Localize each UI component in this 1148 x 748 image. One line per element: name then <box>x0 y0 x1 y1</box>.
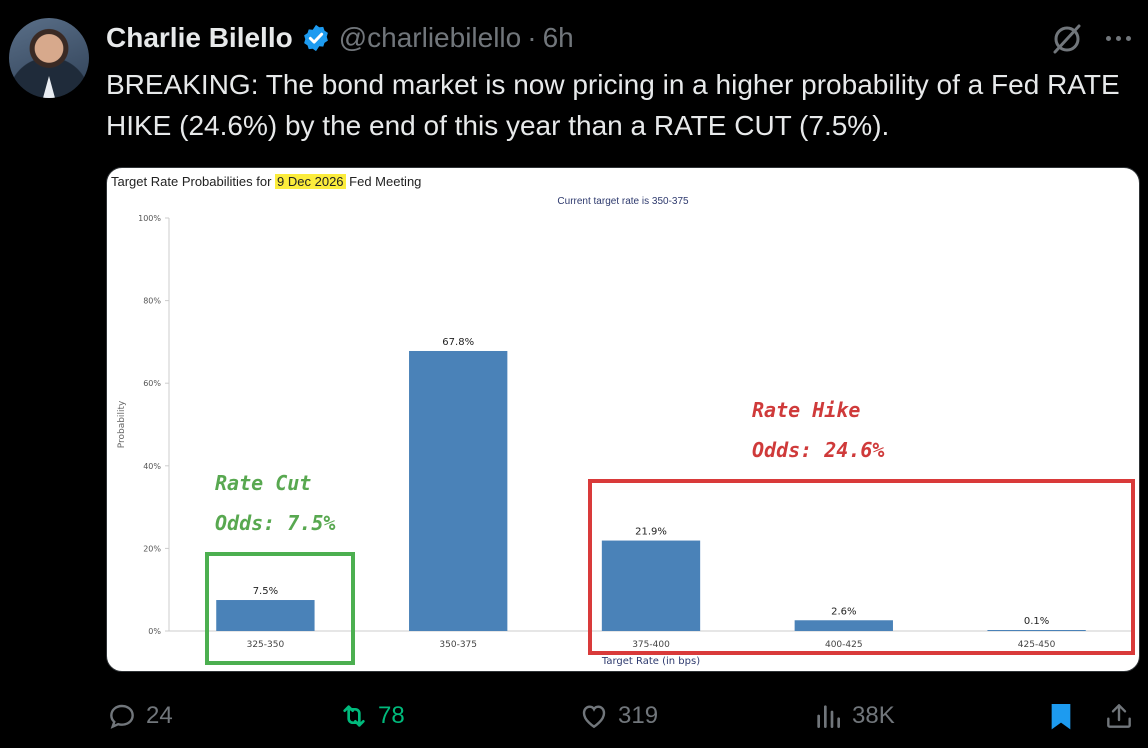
data-label: 67.8% <box>442 337 474 348</box>
x-tick-label: 350-375 <box>439 640 477 650</box>
views-icon <box>817 705 840 728</box>
y-tick-label: 40% <box>143 462 161 471</box>
rate-hike-annotation: Rate Hike Odds: 24.6% <box>752 390 884 470</box>
reply-button[interactable]: 24 <box>106 700 173 732</box>
bar-350-375 <box>409 350 508 631</box>
retweet-count: 78 <box>378 702 405 729</box>
y-tick-label: 80% <box>143 297 161 306</box>
bar-425-450 <box>987 630 1086 631</box>
data-label: 21.9% <box>635 527 667 538</box>
data-label: 2.6% <box>831 606 856 617</box>
y-tick-label: 20% <box>143 544 161 553</box>
x-axis-label: Target Rate (in bps) <box>601 656 700 667</box>
x-tick-label: 400-425 <box>825 640 863 650</box>
grok-icon[interactable] <box>1050 22 1084 56</box>
like-count: 319 <box>618 702 659 729</box>
chart-title-date: 9 Dec 2026 <box>275 174 346 189</box>
reply-icon <box>110 704 134 729</box>
separator: · <box>527 22 537 53</box>
chart-title-suffix: Fed Meeting <box>345 174 422 189</box>
y-axis-label: Probability <box>117 400 127 448</box>
bar-375-400 <box>601 540 701 631</box>
tweet-text: BREAKING: The bond market is now pricing… <box>106 69 1120 141</box>
rate-hike-box <box>588 479 1135 655</box>
y-tick-label: 100% <box>138 214 161 223</box>
data-label: 0.1% <box>1024 616 1049 627</box>
y-tick-label: 60% <box>143 379 161 388</box>
avatar[interactable] <box>9 18 89 98</box>
retweet-icon <box>343 705 365 727</box>
x-tick-label: 375-400 <box>632 640 670 650</box>
share-icon <box>1107 704 1131 728</box>
x-tick-label: 325-350 <box>247 640 285 650</box>
chart-title-prefix: Target Rate Probabilities for <box>111 174 276 189</box>
share-button[interactable] <box>1103 700 1135 732</box>
chart-title: Target Rate Probabilities for 9 Dec 2026… <box>111 174 421 189</box>
tweet-header: Charlie Bilello @charliebilello · 6h <box>106 20 574 56</box>
tweet-actions: 24 78 319 38K <box>0 700 1148 740</box>
bookmark-icon <box>1051 704 1071 730</box>
rate-hike-odds: Odds: 24.6% <box>752 438 885 462</box>
bookmark-button[interactable] <box>1045 700 1077 732</box>
bar-325-350 <box>216 600 315 631</box>
more-icon[interactable] <box>1106 36 1131 41</box>
y-tick-label: 0% <box>148 627 161 636</box>
rate-cut-label: Rate Cut <box>215 471 312 495</box>
like-icon <box>582 705 606 729</box>
rate-cut-box <box>205 552 355 665</box>
bar-400-425 <box>794 620 893 631</box>
verified-badge-icon <box>303 24 328 52</box>
retweet-button[interactable]: 78 <box>338 700 405 732</box>
views-count: 38K <box>852 702 895 729</box>
chart-subtitle: Current target rate is 350-375 <box>557 196 689 207</box>
timestamp[interactable]: 6h <box>542 22 574 53</box>
rate-cut-annotation: Rate Cut Odds: 7.5% <box>215 463 335 543</box>
bar-chart: 0% 20% 40% 60% 80% 100% Probability Target Rate… <box>117 214 1133 667</box>
like-button[interactable]: 319 <box>578 700 658 732</box>
reply-count: 24 <box>146 702 173 729</box>
tweet-media[interactable]: Target Rate Probabilities for 9 Dec 2026… <box>106 167 1140 672</box>
x-tick-label: 425-450 <box>1018 640 1056 650</box>
author-name[interactable]: Charlie Bilello <box>106 22 293 53</box>
views-button[interactable]: 38K <box>812 700 895 732</box>
author-handle[interactable]: @charliebilello <box>338 22 522 53</box>
data-label: 7.5% <box>253 586 278 597</box>
rate-cut-odds: Odds: 7.5% <box>215 511 336 535</box>
rate-hike-label: Rate Hike <box>752 398 861 422</box>
